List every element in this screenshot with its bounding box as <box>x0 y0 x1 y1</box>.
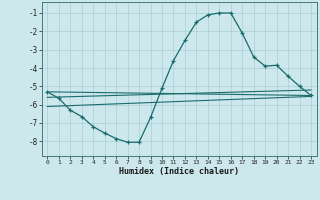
X-axis label: Humidex (Indice chaleur): Humidex (Indice chaleur) <box>119 167 239 176</box>
